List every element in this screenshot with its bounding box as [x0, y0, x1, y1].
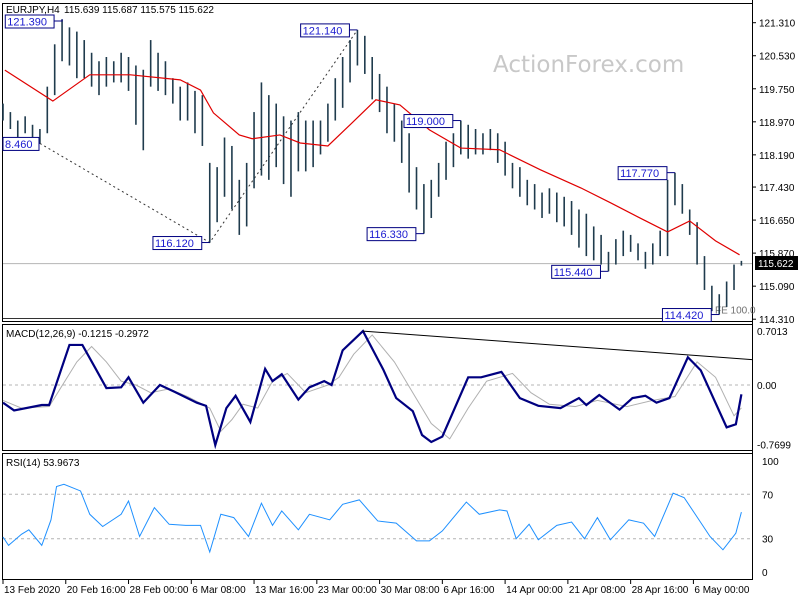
- rsi-tick-label: 0: [762, 568, 768, 579]
- swing-label: 114.420: [664, 310, 703, 322]
- time-tick-label: 6 Apr 16:00: [443, 585, 495, 596]
- swing-label-box: [551, 264, 601, 279]
- rsi-title: RSI(14) 53.9673: [6, 458, 80, 469]
- axes: 121.310 120.530 119.750 118.970 118.190 117.4…: [2, 19, 796, 596]
- moving-average-line: [4, 69, 740, 256]
- swing-label: 115.440: [554, 267, 593, 279]
- time-tick-label: 20 Feb 16:00: [67, 585, 126, 596]
- swing-label-box: [300, 23, 350, 38]
- macd-title: MACD(12,26,9) -0.1215 -0.2972: [6, 329, 149, 340]
- swing-label-box: [4, 14, 55, 29]
- price-tick-label: 117.430: [759, 183, 795, 194]
- macd-tick-label: -0.7699: [757, 440, 791, 451]
- macd-trendline: [362, 330, 753, 361]
- macd-tick-label: 0.7013: [757, 327, 788, 338]
- time-tick-label: 30 Mar 08:00: [381, 585, 440, 596]
- price-tick-label: 118.970: [759, 118, 795, 129]
- swing-label: 116.120: [155, 238, 194, 250]
- fib-label: FE 100.0: [715, 306, 756, 317]
- symbol-title: EURJPY,H4: [6, 5, 60, 16]
- time-tick-label: 28 Apr 16:00: [632, 585, 689, 596]
- price-tick-label: 119.750: [759, 85, 795, 96]
- macd-tick-label: 0.00: [757, 381, 777, 392]
- time-tick-label: 21 Apr 08:00: [569, 585, 626, 596]
- current-price-label: 115.622: [758, 259, 794, 270]
- swing-label-box: [661, 308, 712, 323]
- time-tick-label: 6 May 00:00: [694, 585, 749, 596]
- swing-label: 8.460: [5, 139, 33, 151]
- rsi-tick-label: 100: [762, 457, 779, 468]
- time-tick-label: 13 Feb 2020: [4, 585, 61, 596]
- swing-label-box: [617, 166, 668, 181]
- time-tick-label: 6 Mar 08:00: [192, 585, 246, 596]
- swing-label: 117.770: [620, 168, 659, 180]
- swing-connector: [54, 19, 63, 22]
- swing-label-box: [366, 227, 417, 242]
- price-tick-label: 115.870: [759, 249, 795, 260]
- swing-label: 119.000: [406, 116, 445, 128]
- price-tick-label: 121.310: [759, 19, 796, 30]
- price-tick-label: 120.530: [759, 52, 796, 63]
- rsi-marks: [2, 483, 752, 554]
- price-tick-label: 114.310: [759, 315, 795, 326]
- rsi-tick-label: 70: [762, 490, 774, 501]
- swing-label: 116.330: [369, 229, 408, 241]
- rsi-tick-label: 30: [762, 535, 774, 546]
- swing-label: 121.390: [7, 17, 47, 29]
- swing-label-box: [403, 114, 454, 129]
- main-marks: FE 100.0 121.390 8.460 116.120 121.140 116.33…: [2, 14, 756, 323]
- price-tick-label: 115.090: [759, 282, 795, 293]
- rsi-line: [2, 483, 742, 554]
- macd-marks: [2, 329, 753, 450]
- macd-line: [2, 329, 743, 450]
- swing-label-box: [2, 136, 40, 151]
- price-tick-label: 116.650: [759, 216, 795, 227]
- watermark: ActionForex.com: [493, 52, 684, 78]
- time-tick-label: 28 Feb 00:00: [130, 585, 189, 596]
- current-price-tag: [755, 256, 798, 270]
- time-tick-label: 13 Mar 16:00: [255, 585, 314, 596]
- price-tick-label: 118.190: [759, 151, 795, 162]
- ohlc-readout: 115.639 115.687 115.575 115.622: [64, 5, 214, 16]
- swing-label: 121.140: [303, 25, 343, 37]
- swing-label-box: [152, 236, 203, 251]
- time-tick-label: 14 Apr 00:00: [506, 585, 563, 596]
- time-tick-label: 23 Mar 00:00: [318, 585, 377, 596]
